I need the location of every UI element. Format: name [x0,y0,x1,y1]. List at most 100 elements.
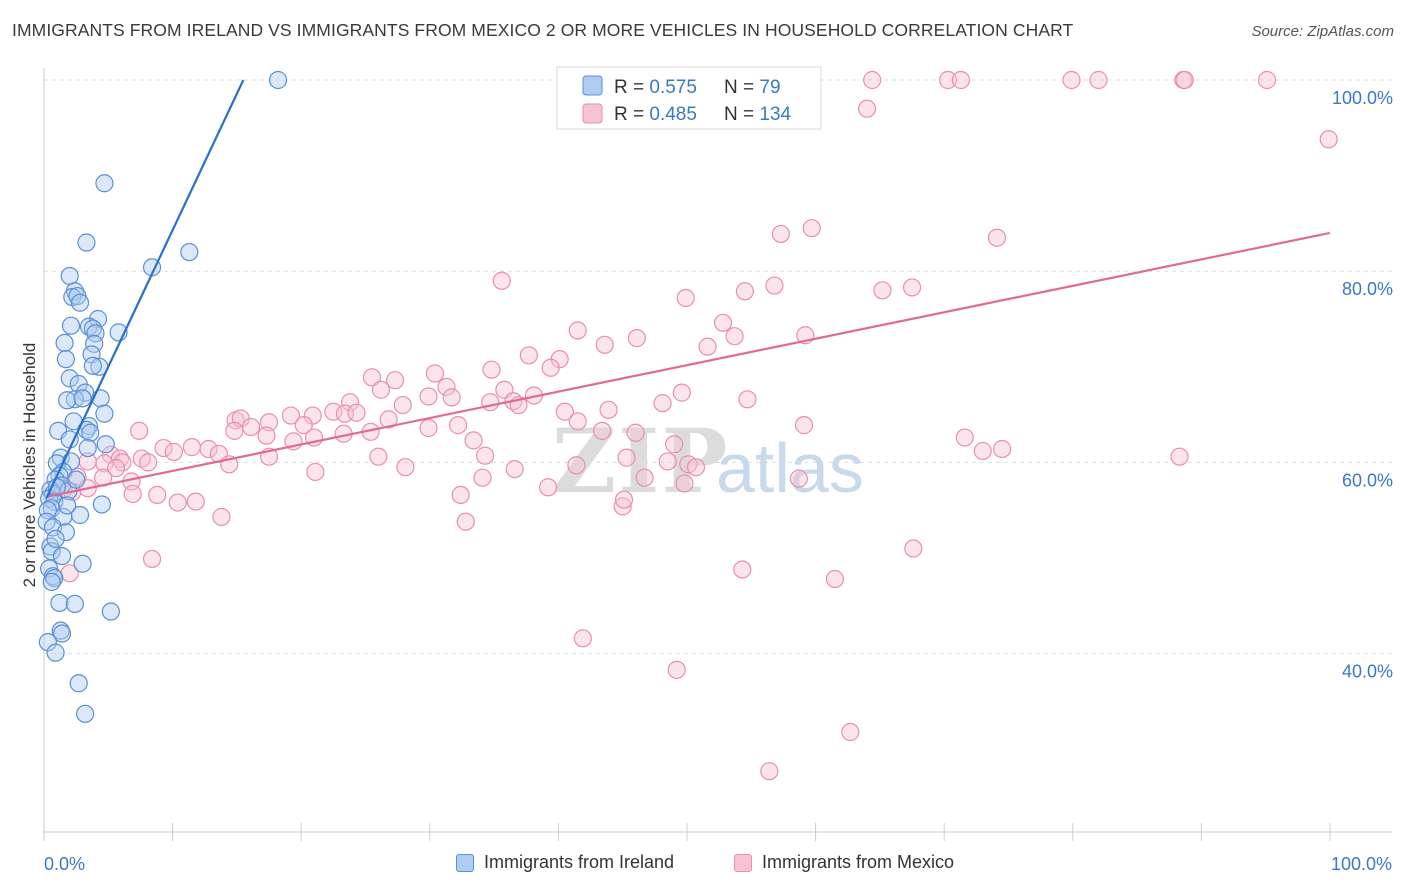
mexico-point [873,281,892,300]
ireland-point [58,496,77,515]
ireland-point [42,572,61,592]
mexico-point [675,474,694,493]
source-label: Source: ZipAtlas.com [1251,23,1394,40]
mexico-point [362,368,382,387]
mexico-point [789,469,808,488]
ireland-point [180,242,199,262]
legend-mexico-r-value: 0.485 [649,104,697,125]
ireland-point [46,643,65,662]
mexico-point [573,629,592,648]
legend-bottom-mexico-label: Immigrants from Mexico [762,852,955,872]
mexico-point [396,458,415,477]
mexico-point [148,485,167,505]
ireland-point [46,529,65,548]
y-tick-labels: 40.0% 60.0% 80.0% 100.0% [1332,88,1393,682]
series-mexico-points [54,70,1338,781]
mexico-point [324,402,343,421]
mexico-point [1062,70,1081,90]
y-tick-label-100: 100.0% [1332,88,1393,108]
mexico-point [306,462,325,482]
legend-bottom: Immigrants from Ireland Immigrants from … [0,852,1406,878]
legend-bottom-ireland-label: Immigrants from Ireland [484,852,675,872]
mexico-point [627,329,646,348]
mexico-point [614,490,634,509]
mexico-point [168,493,187,512]
legend-ireland-r-value: 0.575 [649,77,697,98]
mexico-point [613,497,632,516]
mexico-point [765,276,784,295]
ireland-point [70,293,90,312]
legend-bottom-ireland-swatch [456,853,474,872]
mexico-point [481,393,500,412]
mexico-point [154,438,173,458]
ireland-point [58,391,77,410]
ireland-point [268,70,288,90]
gridlines [44,79,1392,655]
mexico-point [938,70,958,90]
trend-lines [45,79,1331,499]
mexico-point [955,428,974,447]
ireland-point [50,593,69,613]
legend-ireland-r-label: R = [614,77,649,98]
mexico-point [419,387,438,406]
mexico-point [987,228,1007,247]
mexico-point [635,468,654,487]
y-axis-label-wrap: 2 or more Vehicles in Household [10,343,50,588]
legend-bottom-mexico-swatch [734,853,752,872]
ireland-point [95,174,114,193]
legend-ireland-n-label: N = [724,77,759,98]
mexico-point [686,458,706,477]
ireland-point [65,390,84,409]
ireland-trend-line [45,79,245,499]
mexico-point [951,70,971,90]
mexico-point [676,288,695,308]
mexico-point [464,431,483,450]
mexico-point [106,459,126,478]
svg-text:R = 0.575: R = 0.575 [614,77,697,98]
mexico-point [973,441,992,461]
mexico-point [281,406,301,425]
x-tick-label-0: 0.0% [44,854,85,874]
mexico-point [725,327,744,346]
chart-title: IMMIGRANTS FROM IRELAND VS IMMIGRANTS FR… [12,20,1074,40]
legend-mexico-r-label: R = [614,104,649,125]
mexico-point [665,435,684,454]
ireland-point [73,389,92,408]
y-axis-label: 2 or more Vehicles in Household [20,342,39,588]
y-tick-label-80: 80.0% [1342,279,1393,299]
svg-text:N = 79: N = 79 [724,77,781,98]
mexico-point [259,413,279,432]
legend-bottom-mexico: Immigrants from Mexico [734,852,954,873]
mexico-point [347,403,366,422]
mexico-point [475,446,495,465]
mexico-point [1257,70,1277,90]
mexico-point [992,439,1012,459]
mexico-point [567,456,586,475]
mexico-point [482,360,501,379]
ireland-point [78,438,97,458]
mexico-point [456,512,475,531]
mexico-point [505,459,524,479]
mexico-point [425,364,445,383]
legend-ireland-n-value: 79 [759,77,780,98]
ireland-point [81,423,100,442]
mexico-point [713,313,733,332]
mexico-point [626,423,645,442]
watermark: ZIP atlas [552,409,864,513]
mexico-point [599,400,618,419]
ireland-point [61,316,81,335]
ireland-point [60,266,79,286]
x-tick-label-100: 100.0% [1331,854,1392,874]
mexico-point [139,453,158,472]
ireland-point [52,624,72,643]
mexico-trend-line [46,231,1331,498]
mexico-point [595,335,614,354]
mexico-point [568,412,587,431]
mexico-point [186,492,205,511]
mexico-point [902,278,922,297]
mexico-point [182,438,201,457]
mexico-point [442,388,461,407]
mexico-point [863,70,882,90]
mexico-point [164,442,183,461]
